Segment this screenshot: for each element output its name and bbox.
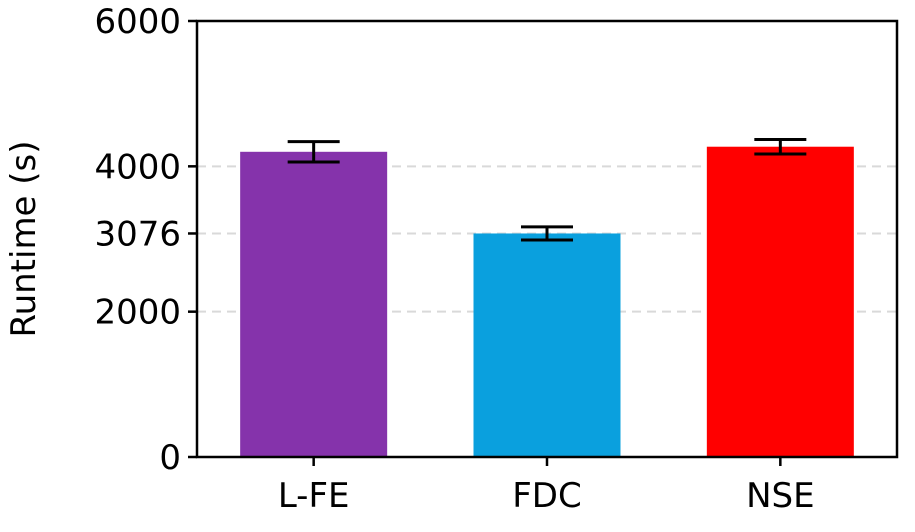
x-tick-label: NSE — [746, 476, 815, 516]
bar-fdc — [473, 233, 621, 457]
y-tick-label: 0 — [159, 438, 181, 478]
x-tick-label: FDC — [512, 476, 581, 516]
x-tick-label: L-FE — [278, 476, 350, 516]
bar-l-fe — [240, 151, 388, 458]
x-axis-ticks: L-FE FDC NSE — [278, 457, 815, 516]
y-tick-label: 6000 — [94, 2, 181, 42]
bar-nse — [706, 146, 854, 458]
y-tick-label: 3076 — [94, 214, 181, 254]
y-axis-ticks: 0 2000 3076 4000 6000 — [94, 2, 197, 478]
y-axis-label: Runtime (s) — [4, 140, 44, 337]
y-tick-label: 2000 — [94, 293, 181, 333]
y-tick-label: 4000 — [94, 147, 181, 187]
error-bars — [287, 137, 807, 242]
bars — [240, 146, 854, 458]
